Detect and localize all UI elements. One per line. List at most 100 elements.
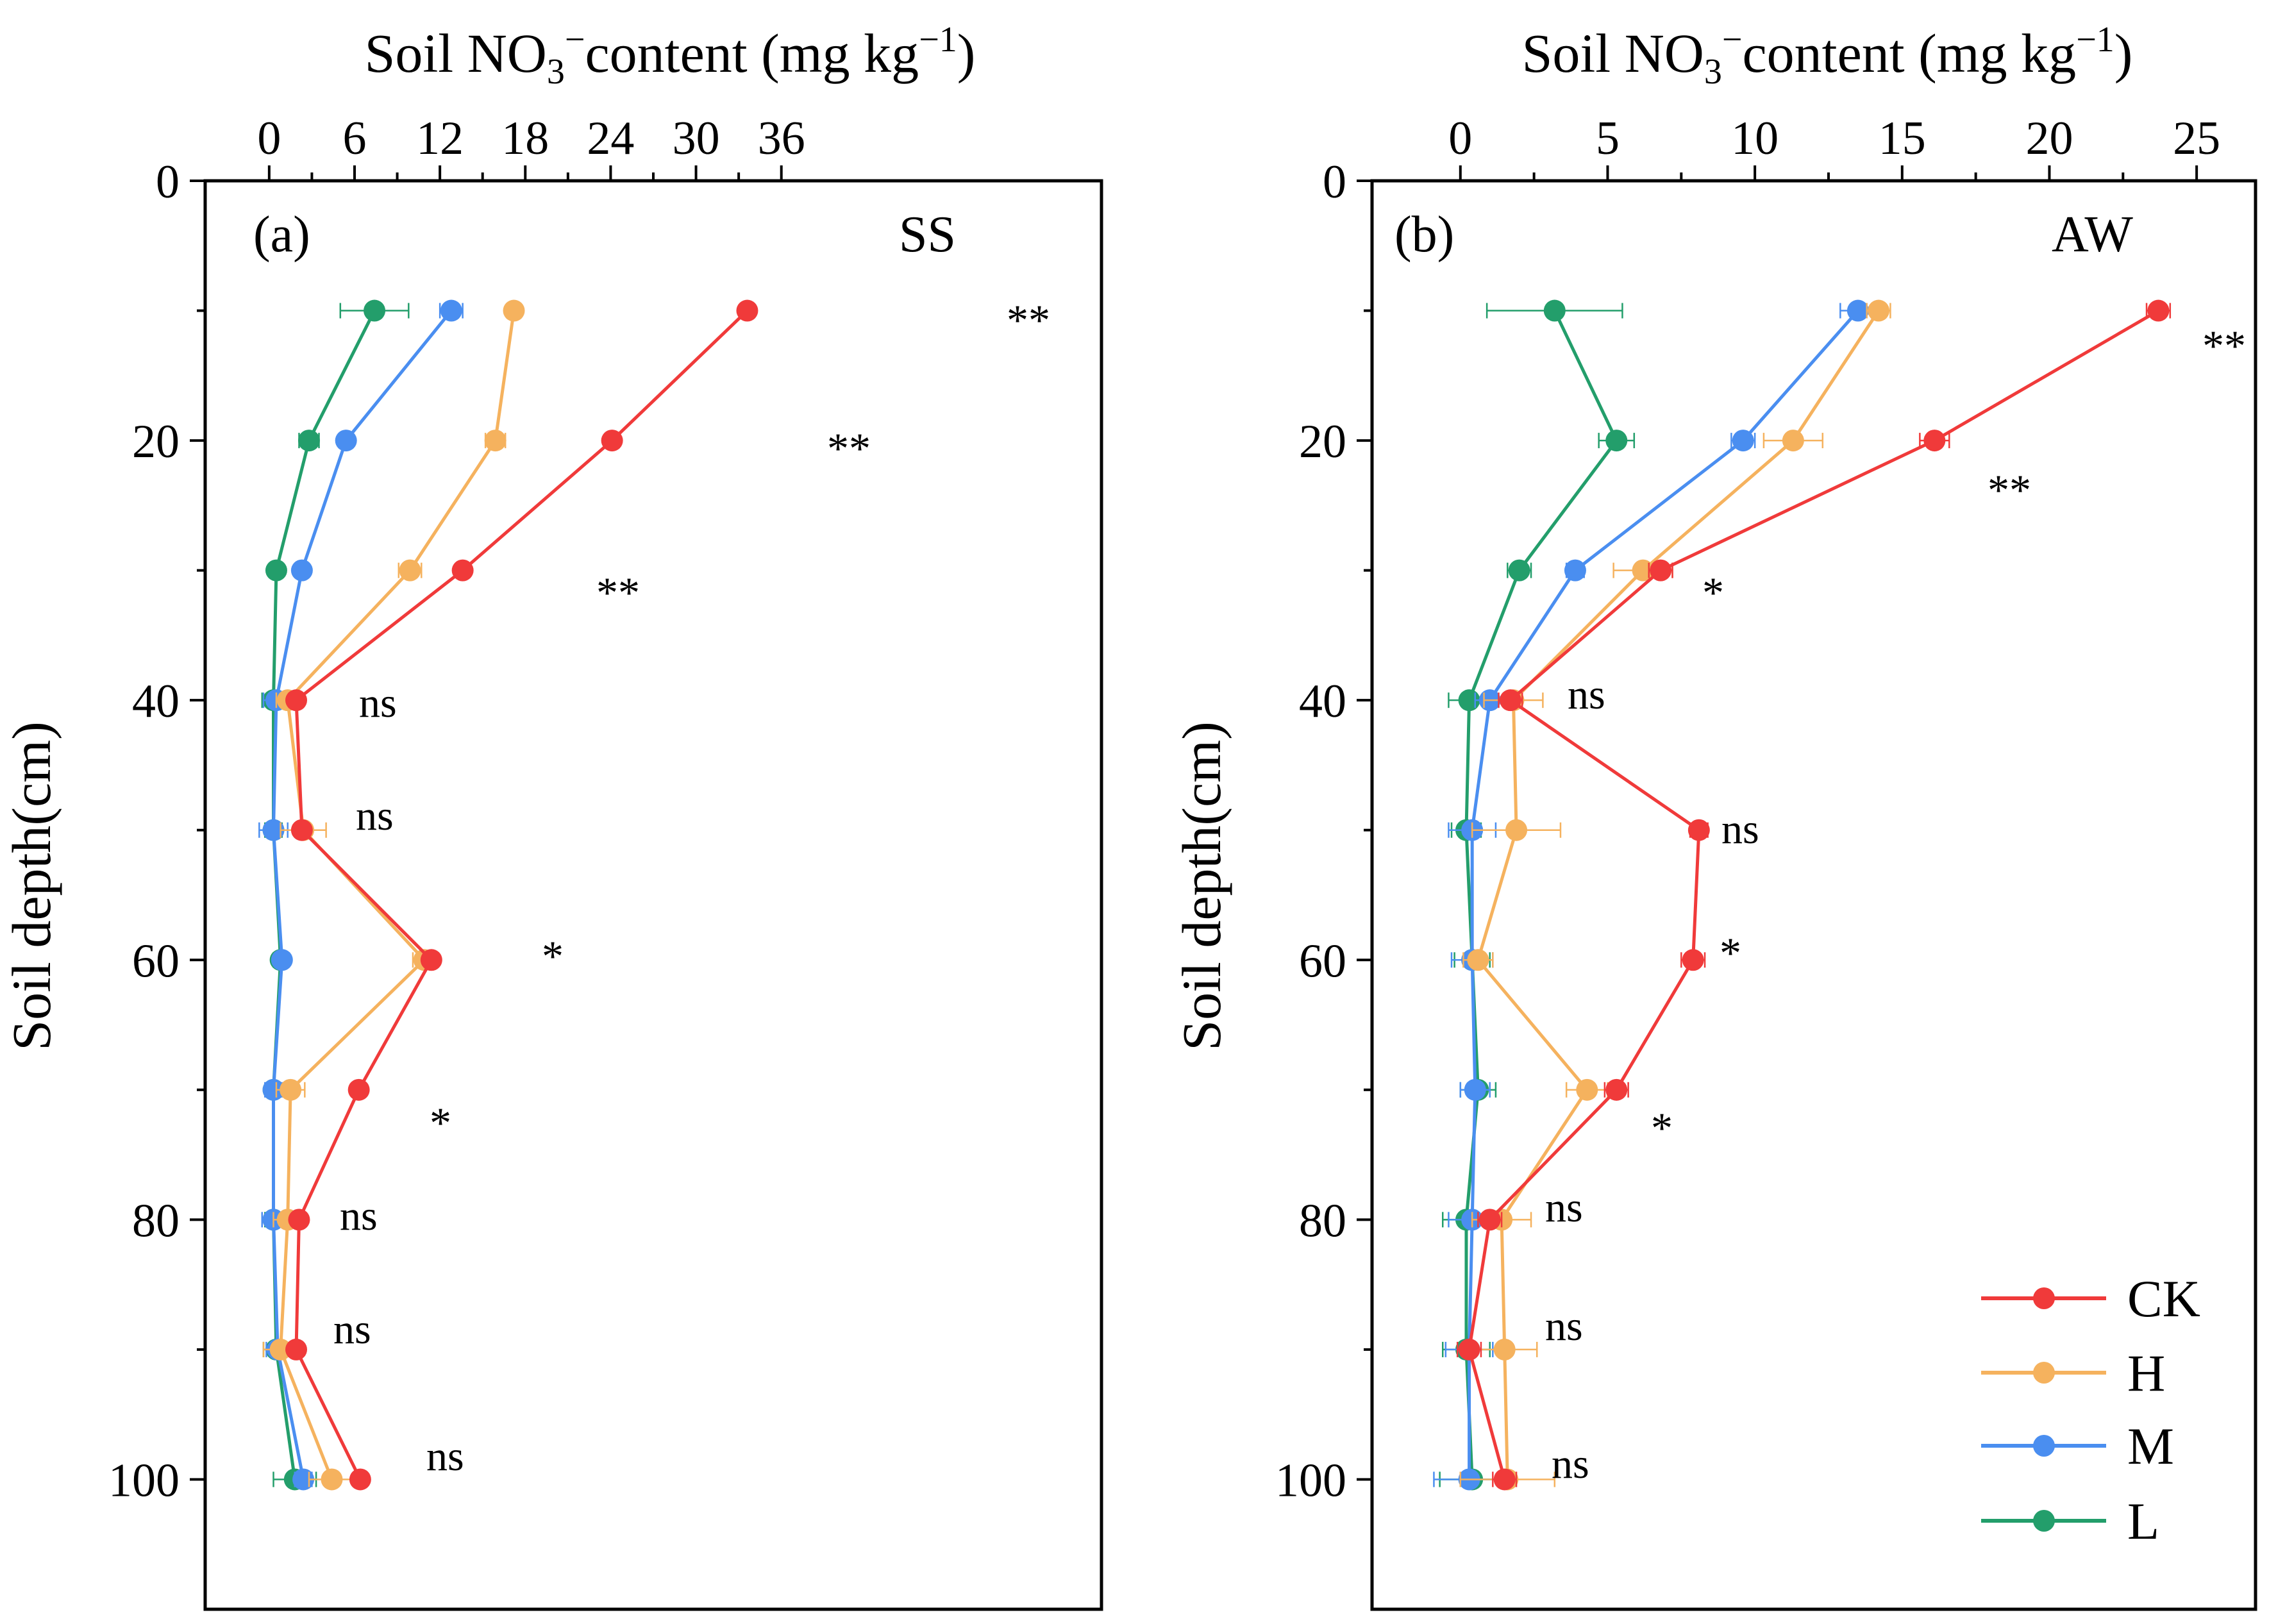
legend-marker-l [2033, 1510, 2055, 1532]
panel-a-point-m [440, 299, 462, 322]
panel-a-point-h [399, 559, 421, 582]
panel-b-point-ck [2147, 299, 2170, 322]
panel-b-significance-label: ** [2202, 321, 2246, 370]
panel-a-significance-label: ** [827, 424, 871, 473]
panel-a-series-line-m [272, 309, 453, 1480]
panel-a-point-ck [288, 1209, 310, 1231]
legend-marker-ck [2033, 1287, 2055, 1309]
panel-b-point-ck [1687, 819, 1710, 841]
panel-b-xtick-label: 15 [1879, 112, 1926, 165]
panel-b-significance-label: ns [1568, 671, 1605, 718]
panel-a-point-h [269, 1338, 292, 1360]
legend-item-h: H [1981, 1344, 2165, 1402]
panel-a-point-m [271, 949, 293, 971]
panel-a-label: (a) [253, 206, 310, 263]
panel-b-significance-label: ns [1721, 806, 1759, 853]
panel-b-point-ck [1458, 1338, 1480, 1360]
panel-b-significance-label: * [1720, 928, 1741, 977]
panel-a-significance-label: ns [340, 1193, 378, 1239]
panel-a-point-m [290, 559, 313, 582]
panel-a-significance-label: ** [596, 568, 640, 617]
legend-label-h: H [2127, 1344, 2165, 1402]
panel-a-point-h [321, 1468, 343, 1491]
panel-b-significance-label: ns [1545, 1184, 1583, 1231]
legend-label-m: M [2127, 1417, 2174, 1475]
panel-b-series-line-ck [1468, 309, 2159, 1480]
panel-b-significance-label: ns [1545, 1303, 1583, 1350]
panel-b-point-h [1467, 949, 1489, 971]
legend-label-l: L [2127, 1492, 2159, 1550]
panel-a-point-h [484, 430, 507, 452]
panel-a-point-ck [349, 1468, 371, 1491]
panel-b-significance-label: ns [1552, 1441, 1589, 1487]
panel-a-xtick-label: 18 [501, 112, 549, 165]
panel-b-point-m [1732, 430, 1754, 452]
panel-a-point-l [265, 559, 287, 582]
legend-item-m: M [1981, 1417, 2174, 1475]
legend-label-ck: CK [2127, 1269, 2200, 1328]
panel-b-point-h [1505, 819, 1528, 841]
panel-a-significance-label: ns [359, 680, 397, 726]
panel-b-xtick-label: 0 [1448, 112, 1472, 165]
panel-b-xtick-label: 25 [2173, 112, 2220, 165]
panel-b-point-l [1508, 559, 1530, 582]
svg-text:Soil NO3−content (mg kg−1): Soil NO3−content (mg kg−1) [1522, 20, 2133, 92]
panel-b-series-line-h [1476, 310, 1880, 1480]
panel-b-point-ck [1493, 1468, 1516, 1491]
panel-b-ytick-label: 0 [1323, 156, 1346, 208]
panel-b-frame [1370, 179, 2257, 1611]
panel-b-ytick-label: 100 [1275, 1454, 1346, 1507]
panel-a-series-line-h [279, 310, 516, 1480]
panel-a-xlabel: Soil NO3−content (mg kg−1) [365, 20, 976, 92]
panel-b-point-h [1868, 299, 1890, 322]
panel-a-significance-label: ** [1007, 296, 1050, 344]
svg-text:Soil NO3−content (mg kg−1): Soil NO3−content (mg kg−1) [365, 20, 976, 92]
panel-b-point-m [1846, 299, 1869, 322]
panel-b-point-l [1543, 299, 1566, 322]
panel-a-point-ck [347, 1078, 370, 1101]
panel-a-xtick-label: 30 [673, 112, 720, 165]
panel-b-point-m [1464, 1078, 1486, 1101]
panel-a-significance-label: * [430, 1098, 451, 1147]
legend-item-ck: CK [1981, 1269, 2200, 1328]
panel-a-significance-label: ns [333, 1306, 371, 1353]
panel-b-point-h [1576, 1078, 1598, 1101]
panel-a-ytick-label: 40 [132, 675, 180, 728]
panel-a-point-ck [285, 689, 308, 712]
panel-a-xtick-label: 24 [587, 112, 634, 165]
panel-b-point-h [1782, 430, 1804, 452]
panel-a-xtick-label: 0 [257, 112, 281, 165]
panel-a-ytick-label: 60 [132, 935, 180, 987]
panel-b-series-line-m [1468, 309, 1859, 1480]
legend-marker-h [2033, 1362, 2055, 1384]
panel-a-ytick-label: 100 [108, 1454, 180, 1507]
panel-a-point-m [262, 1078, 285, 1101]
panel-a-point-ck [290, 819, 313, 841]
panel-a-significance-label: ns [426, 1433, 464, 1480]
panel-a-point-m [262, 819, 285, 841]
panel-a-point-h [280, 1078, 302, 1101]
panel-b-xtick-label: 20 [2025, 112, 2073, 165]
legend-item-l: L [1981, 1492, 2159, 1550]
panel-b-significance-label: ** [1988, 465, 2031, 514]
panel-a-point-h [503, 299, 525, 322]
panel-b-xtick-label: 5 [1596, 112, 1620, 165]
panel-a-point-ck [285, 1338, 308, 1360]
panel-b-series-line-l [1464, 310, 1618, 1480]
panel-b-point-ck [1650, 559, 1672, 582]
panel-b-point-ck [1682, 949, 1704, 971]
panel-a-ytick-label: 0 [156, 156, 180, 208]
panel-a-point-l [364, 299, 386, 322]
panel-a-point-ck [451, 559, 474, 582]
panel-a-significance-label: * [542, 932, 564, 980]
panel-a-point-ck [601, 430, 623, 452]
panel-b-point-ck [1923, 430, 1946, 452]
panel-b-ytick-label: 60 [1299, 935, 1346, 987]
panel-a-xtick-label: 36 [758, 112, 805, 165]
panel-b-point-ck [1478, 1209, 1501, 1231]
panel-a-xtick-label: 6 [343, 112, 367, 165]
panel-b-xtick-label: 10 [1731, 112, 1779, 165]
panel-b-significance-label: * [1702, 568, 1724, 617]
panel-b-point-ck [1499, 689, 1521, 712]
